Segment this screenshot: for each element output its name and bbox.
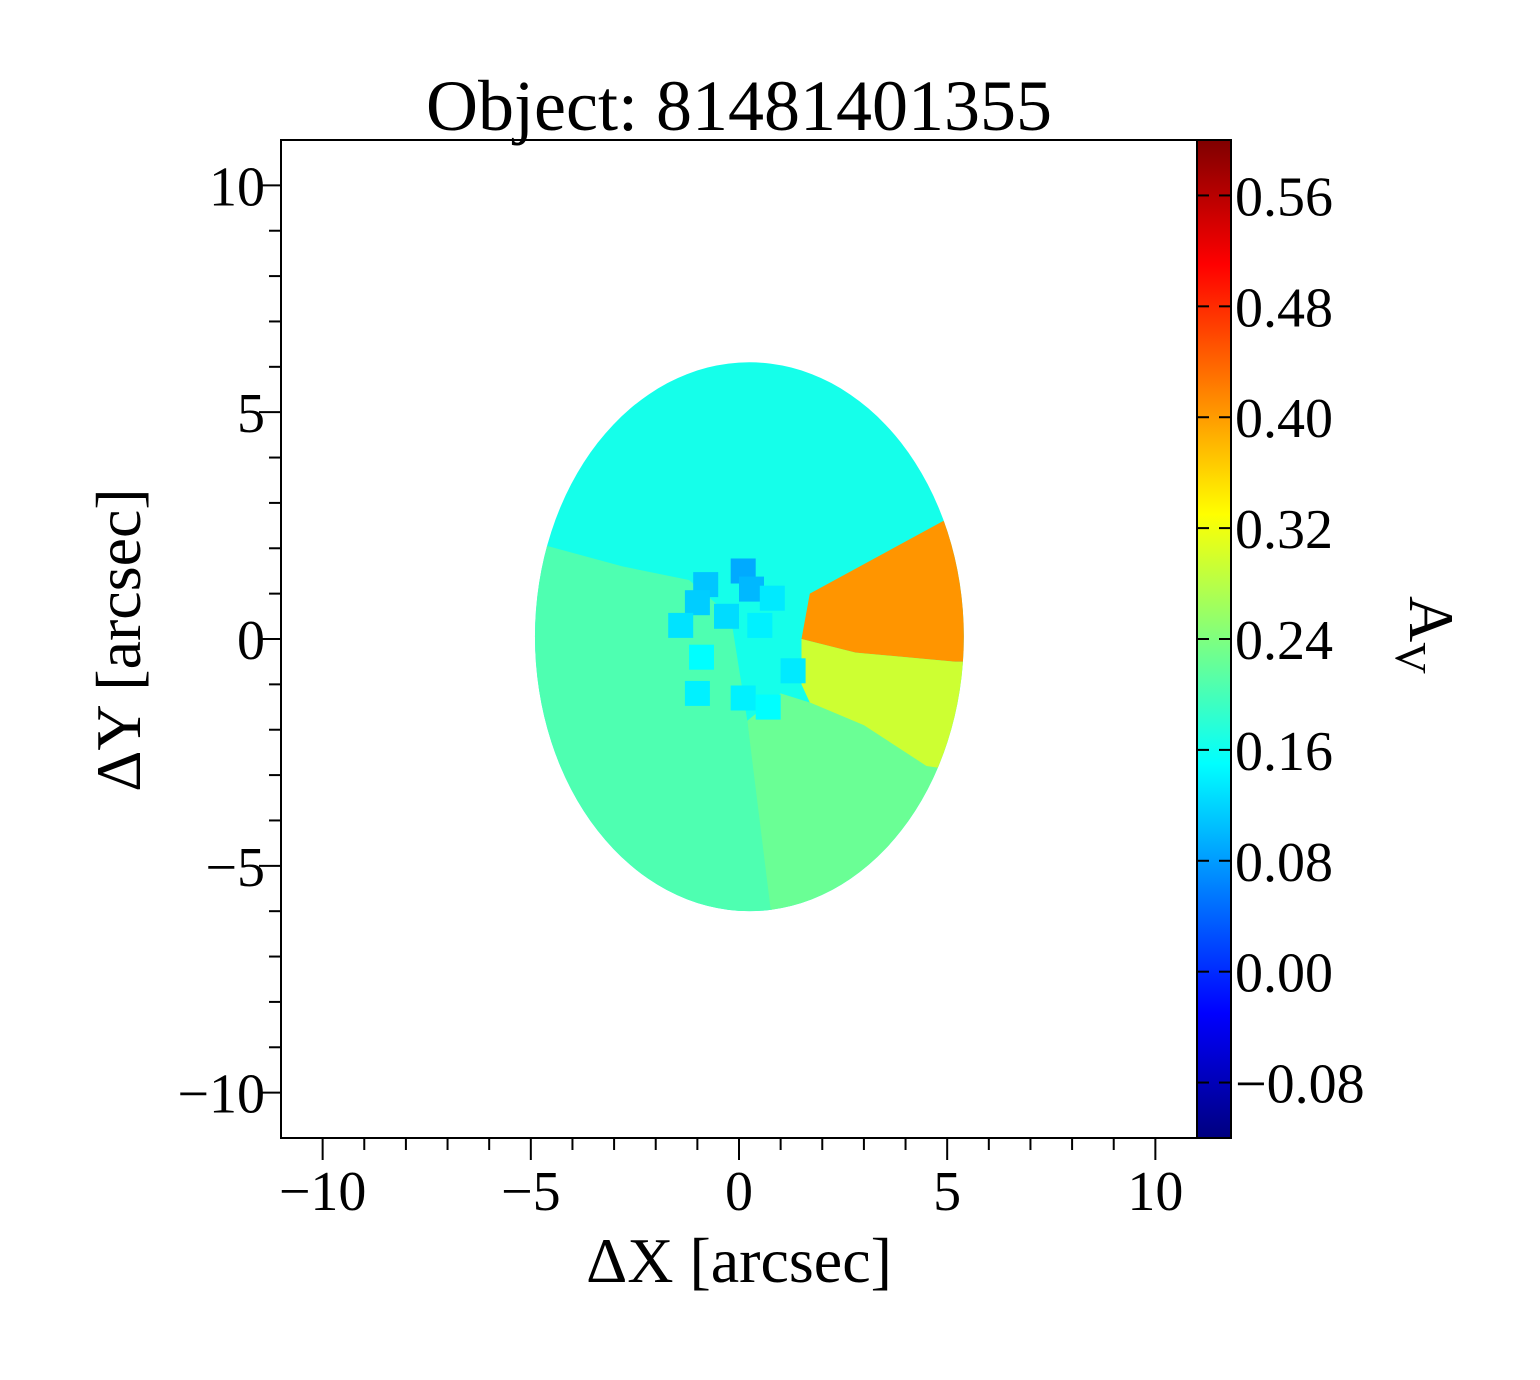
x-tick-label: 5 bbox=[933, 1161, 961, 1223]
y-axis-ticks bbox=[259, 184, 281, 1094]
colorbar-tick-label: −0.08 bbox=[1235, 1054, 1365, 1116]
colorbar-tick-label: 0.48 bbox=[1235, 277, 1333, 339]
colorbar-tick-label: 0.40 bbox=[1235, 388, 1333, 450]
y-axis-tick-labels: −10 −5 0 5 10 bbox=[177, 156, 265, 1125]
colorbar-tick-label: 0.08 bbox=[1235, 832, 1333, 894]
center-cells bbox=[668, 558, 806, 720]
y-tick-label: −10 bbox=[177, 1064, 265, 1126]
svg-text:AV: AV bbox=[1386, 596, 1467, 674]
av-map bbox=[534, 362, 964, 912]
colorbar-tick-label: 0.32 bbox=[1235, 499, 1333, 561]
y-axis-label: ΔY [arcsec] bbox=[83, 488, 154, 791]
x-axis-tick-labels: −10 −5 0 5 10 bbox=[279, 1161, 1184, 1223]
map-cell-8 bbox=[689, 644, 714, 670]
x-tick-label: 0 bbox=[725, 1161, 753, 1223]
y-tick-label: −5 bbox=[205, 837, 265, 899]
map-cell-9 bbox=[780, 658, 806, 684]
map-cell-3 bbox=[684, 590, 710, 616]
map-cell-10 bbox=[684, 680, 710, 706]
x-axis-label: ΔX [arcsec] bbox=[586, 1225, 892, 1296]
colorbar-tick-labels: −0.08 0.00 0.08 0.16 0.24 0.32 0.40 0.48 0.56 bbox=[1235, 166, 1365, 1115]
region-east-south bbox=[801, 639, 964, 776]
x-tick-label: −10 bbox=[279, 1161, 367, 1223]
x-axis-ticks bbox=[321, 1138, 1157, 1160]
x-tick-label: 10 bbox=[1127, 1161, 1183, 1223]
chart-title: Object: 81481401355 bbox=[426, 66, 1052, 146]
colorbar-tick-label: 0.00 bbox=[1235, 943, 1333, 1005]
map-cell-12 bbox=[755, 694, 781, 720]
y-tick-label: 0 bbox=[237, 610, 265, 672]
x-tick-label: −5 bbox=[501, 1161, 561, 1223]
y-tick-label: 10 bbox=[209, 156, 265, 218]
colorbar-tick-label: 0.16 bbox=[1235, 721, 1333, 783]
map-cell-4 bbox=[759, 585, 785, 611]
colorbar-ticks bbox=[1197, 194, 1231, 1084]
map-cell-7 bbox=[747, 612, 773, 638]
colorbar-tick-label: 0.56 bbox=[1235, 166, 1333, 228]
region-east bbox=[801, 521, 964, 662]
map-cell-6 bbox=[714, 603, 739, 629]
colorbar-label: AV bbox=[1386, 596, 1467, 674]
colorbar-label-main: A bbox=[1396, 596, 1467, 642]
y-tick-label: 5 bbox=[237, 383, 265, 445]
map-cell-5 bbox=[668, 612, 694, 638]
map-cell-11 bbox=[730, 685, 756, 711]
colorbar-label-sub: V bbox=[1386, 642, 1435, 674]
colorbar-tick-label: 0.24 bbox=[1235, 610, 1333, 672]
